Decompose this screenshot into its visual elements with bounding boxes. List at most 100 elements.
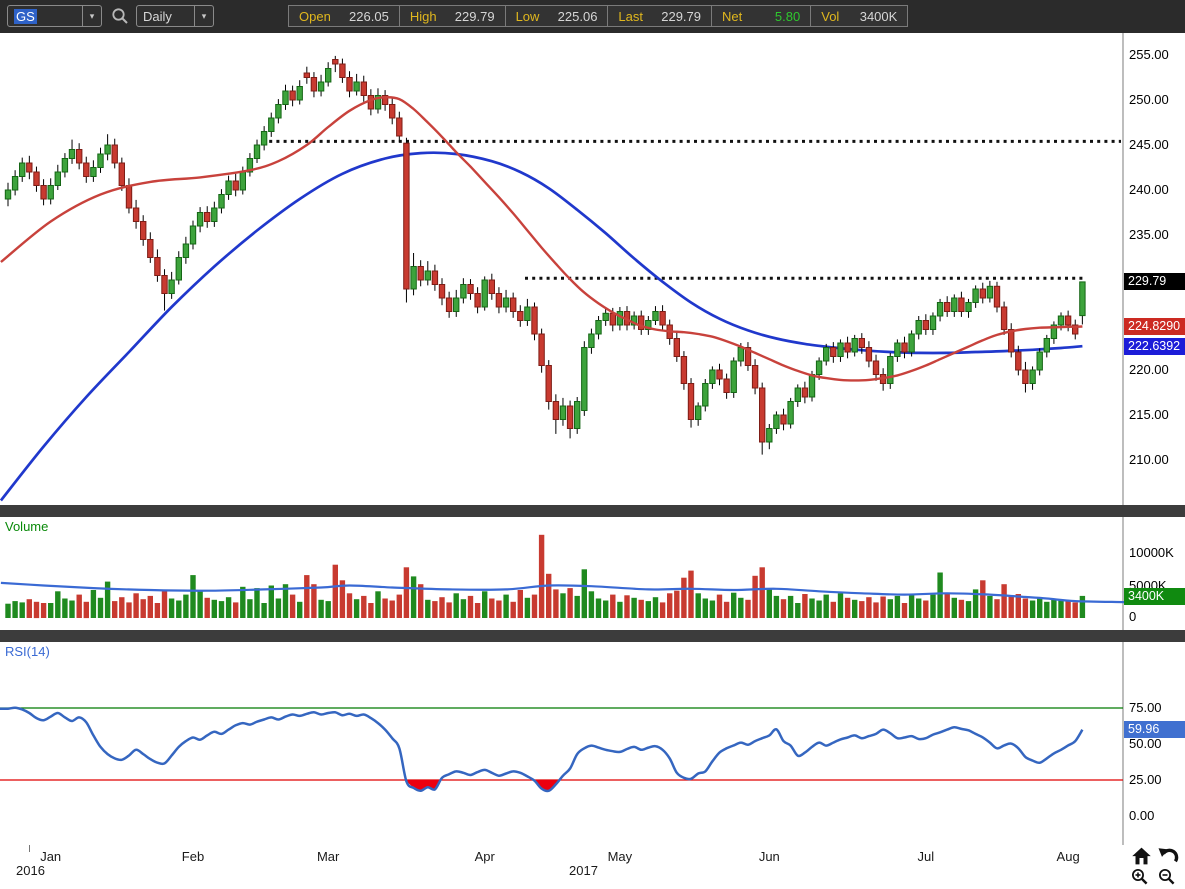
year-label-2017: 2017	[569, 863, 598, 878]
volume-bar	[716, 594, 723, 618]
candle-down	[830, 347, 837, 357]
candle-down	[488, 279, 496, 294]
volume-bar	[944, 592, 950, 618]
volume-bar	[389, 600, 395, 618]
search-button[interactable]	[108, 5, 132, 27]
quote-field-net: Net 5.80	[711, 5, 812, 27]
candle-up	[1043, 338, 1050, 353]
candle-down	[33, 171, 40, 186]
candle-up	[951, 297, 958, 312]
candle-down	[438, 284, 446, 299]
timeframe-select[interactable]: Daily ▾	[136, 5, 214, 27]
home-icon[interactable]	[1131, 846, 1152, 867]
volume-bar	[723, 601, 730, 619]
symbol-dropdown-button[interactable]: ▾	[82, 6, 101, 26]
volume-bar	[439, 597, 445, 618]
quote-field-open: Open 226.05	[288, 5, 400, 27]
candle-up	[453, 297, 460, 312]
candle-up	[104, 144, 111, 155]
volume-bar	[318, 599, 324, 618]
volume-bar	[90, 590, 97, 618]
undo-icon[interactable]	[1158, 846, 1179, 867]
candle-down	[467, 284, 474, 294]
candle-down	[417, 266, 424, 281]
volume-bar	[297, 601, 303, 619]
x-axis-month-label: Jan	[40, 849, 62, 864]
volume-bar	[55, 591, 61, 618]
quote-label: Open	[299, 8, 331, 24]
candle-down	[531, 306, 538, 335]
candle-down	[844, 342, 851, 353]
candle-down	[1064, 315, 1072, 326]
candle-up	[47, 185, 54, 200]
quote-value: 229.79	[661, 8, 701, 24]
volume-bar	[645, 601, 651, 618]
panel-divider[interactable]	[0, 505, 1185, 517]
candle-up	[915, 320, 922, 335]
candle-down	[118, 162, 125, 186]
x-axis-month-label: Feb	[181, 849, 205, 864]
timeframe-dropdown-button[interactable]: ▾	[194, 6, 213, 26]
volume-bar	[5, 603, 11, 618]
candle-down	[716, 369, 723, 380]
symbol-input[interactable]: GS ▾	[7, 5, 102, 27]
candle-down	[759, 387, 766, 443]
volume-bar	[880, 596, 886, 618]
volume-bar	[69, 600, 75, 618]
panel-divider[interactable]	[0, 630, 1185, 642]
volume-bar	[112, 601, 118, 618]
price-chart-panel[interactable]	[0, 33, 1185, 505]
chevron-down-icon: ▾	[201, 10, 207, 21]
volume-bar	[638, 599, 644, 618]
quote-label: Vol	[821, 8, 840, 24]
volume-bar	[595, 598, 602, 618]
volume-bar	[26, 599, 32, 618]
candle-down	[566, 405, 574, 429]
candle-up	[808, 374, 816, 398]
volume-bar	[709, 600, 716, 618]
zoom-in-icon[interactable]	[1131, 868, 1149, 886]
rsi-oversold-fill	[533, 780, 560, 791]
volume-bar	[994, 599, 1000, 618]
volume-bar	[816, 600, 822, 618]
volume-bar	[674, 590, 680, 618]
rsi-chart-panel[interactable]	[0, 642, 1185, 845]
symbol-selected-text: GS	[14, 8, 37, 24]
x-axis-month-label: Aug	[1056, 849, 1080, 864]
candle-down	[744, 347, 752, 366]
volume-bar	[688, 570, 694, 618]
search-icon	[112, 8, 128, 24]
candle-up	[695, 405, 702, 420]
rsi-panel-title: RSI(14)	[5, 644, 50, 659]
volume-bar	[1079, 595, 1086, 618]
volume-bar	[247, 599, 253, 618]
ma-200-line	[0, 151, 1083, 502]
candle-up	[972, 288, 979, 303]
candle-up	[211, 207, 218, 222]
candle-up	[1057, 315, 1065, 326]
volume-bar	[695, 593, 701, 618]
volume-bar	[823, 594, 829, 618]
candle-down	[389, 104, 396, 119]
year-label-2016: 2016	[16, 863, 45, 878]
candle-up	[1079, 281, 1086, 317]
candle-down	[1008, 329, 1015, 353]
candle-up	[353, 81, 360, 92]
volume-bar	[489, 598, 495, 618]
ma-50-line	[0, 96, 1083, 382]
volume-bar	[1037, 597, 1043, 618]
volume-bar	[346, 593, 353, 618]
volume-bar	[190, 575, 196, 618]
volume-chart-panel[interactable]	[0, 517, 1185, 630]
candle-up	[317, 81, 325, 92]
candle-up	[588, 333, 595, 348]
candle-down	[40, 185, 47, 200]
x-axis-month-label: Apr	[474, 849, 495, 864]
quote-value: 226.05	[349, 8, 389, 24]
volume-bar	[33, 601, 40, 619]
volume-bar	[603, 600, 609, 618]
zoom-out-icon[interactable]	[1158, 868, 1176, 886]
candle-up	[246, 158, 254, 173]
candle-up	[730, 360, 737, 393]
candle-down	[339, 63, 346, 78]
